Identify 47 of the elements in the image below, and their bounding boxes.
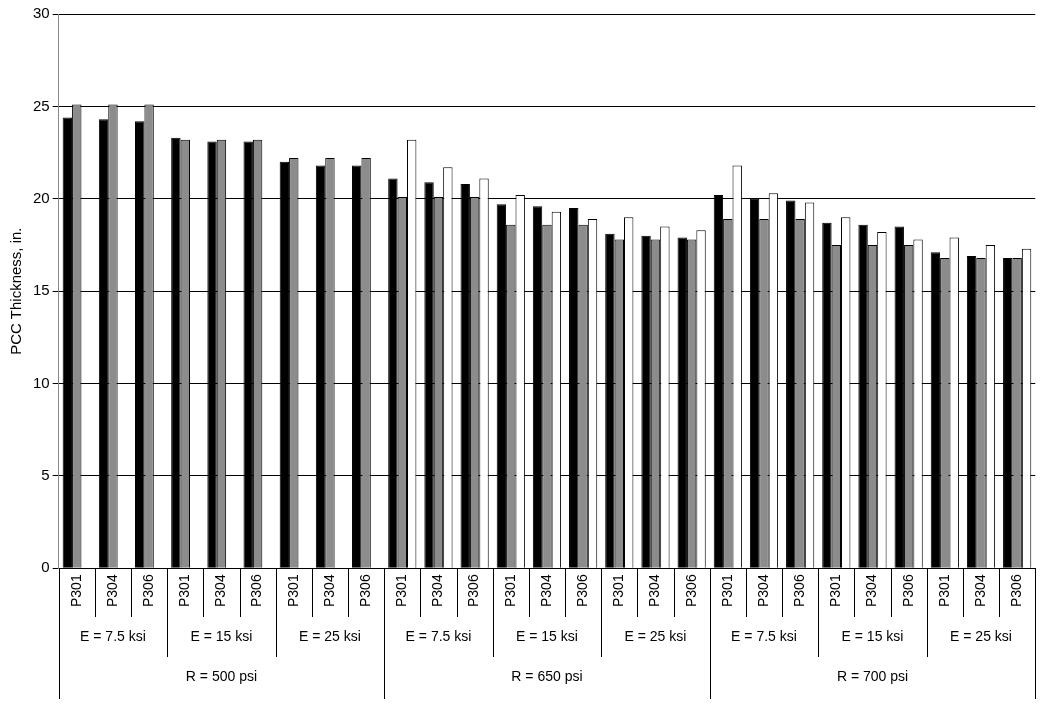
x-tick-label: P301 <box>610 574 627 608</box>
text: E = 15 ksi <box>841 627 904 644</box>
text: R = 700 psi <box>836 667 909 684</box>
text: E = 7.5 ksi <box>731 627 797 644</box>
x-tick-label: P301 <box>827 574 844 608</box>
y-tick-label: 25 <box>33 96 50 114</box>
x-tick-label: P304 <box>212 574 229 608</box>
text: E = 15 ksi <box>516 627 578 644</box>
y-axis-title: PCC Thickness, in. <box>7 227 25 355</box>
x-tick-label: P306 <box>1008 574 1025 608</box>
x-tick-label: P301 <box>284 574 301 608</box>
text: E = 7.5 ksi <box>405 627 472 644</box>
x-tick-label: P301 <box>393 574 410 608</box>
y-tick-label: 5 <box>41 466 50 484</box>
x-tick-label: P304 <box>646 574 663 608</box>
x-tick-label: P304 <box>971 574 988 608</box>
x-tick-label: P306 <box>139 574 156 608</box>
y-tick-label: 30 <box>33 4 50 22</box>
x-tick-label: P301 <box>501 574 518 608</box>
y-tick-label: 15 <box>33 281 50 299</box>
y-tick-label: 10 <box>33 373 50 391</box>
text: E = 15 ksi <box>190 627 253 644</box>
x-tick-label: P306 <box>791 574 808 608</box>
x-tick-label: P301 <box>176 574 193 608</box>
text: E = 7.5 ksi <box>80 627 146 644</box>
y-tick-label: 20 <box>33 188 50 206</box>
y-tick-label: 0 <box>41 558 50 576</box>
x-tick-label: P304 <box>320 574 337 608</box>
text: E = 25 ksi <box>624 627 687 644</box>
text: R = 650 psi <box>511 667 583 684</box>
x-tick-label: P301 <box>718 574 735 608</box>
x-tick-label: P301 <box>935 574 952 608</box>
text: E = 25 ksi <box>299 627 361 644</box>
x-tick-label: P306 <box>573 574 590 608</box>
x-tick-label: P306 <box>248 574 265 608</box>
x-tick-label: P306 <box>356 574 373 608</box>
x-tick-label: P306 <box>899 574 916 608</box>
x-tick-label: P306 <box>465 574 482 608</box>
x-tick-label: P304 <box>537 574 554 608</box>
text: R = 500 psi <box>185 667 258 684</box>
text: E = 25 ksi <box>950 627 1012 644</box>
x-tick-label: P304 <box>754 574 771 608</box>
x-tick-label: P306 <box>682 574 699 608</box>
x-tick-label: P301 <box>67 574 84 608</box>
x-tick-label: P304 <box>429 574 446 608</box>
x-tick-label: P304 <box>103 574 120 608</box>
x-tick-label: P304 <box>863 574 880 608</box>
